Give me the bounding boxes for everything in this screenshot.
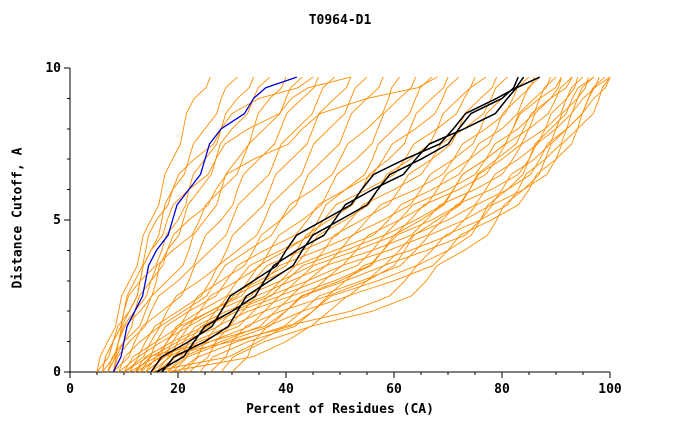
- curve-predicted-models-orange: [156, 76, 541, 373]
- curve-predicted-models-orange: [161, 76, 552, 373]
- curve-predicted-models-orange: [188, 76, 595, 373]
- x-tick-label: 80: [494, 382, 510, 397]
- x-tick-label: 40: [278, 382, 294, 397]
- x-tick-label: 0: [66, 382, 74, 397]
- y-tick-label: 5: [53, 213, 61, 228]
- y-axis-label: Distance Cutoff, A: [10, 147, 26, 289]
- curve-predicted-models-orange: [107, 76, 287, 373]
- curve-predicted-models-orange: [150, 76, 530, 373]
- curve-predicted-models-orange: [145, 76, 498, 373]
- curve-predicted-models-orange: [123, 76, 384, 373]
- curve-predicted-models-orange: [139, 76, 487, 373]
- x-tick-label: 60: [386, 382, 402, 397]
- curve-predicted-models-orange: [166, 76, 562, 373]
- y-tick-label: 10: [45, 61, 61, 76]
- curve-highlighted-model-blue: [112, 76, 298, 373]
- curve-predicted-models-orange: [118, 76, 368, 373]
- curve-predicted-models-orange: [112, 76, 438, 373]
- curve-predicted-models-orange: [101, 76, 314, 373]
- curve-predicted-models-orange: [161, 76, 557, 373]
- curve-highlighted-models-black: [161, 76, 519, 373]
- curve-predicted-models-orange: [134, 76, 460, 373]
- curve-predicted-models-orange: [167, 76, 611, 373]
- curve-predicted-models-orange: [166, 76, 573, 373]
- x-tick-label: 20: [170, 382, 186, 397]
- curve-predicted-models-orange: [220, 76, 611, 373]
- curve-predicted-models-orange: [129, 76, 433, 373]
- x-axis-label: Percent of Residues (CA): [246, 402, 434, 417]
- curve-predicted-models-orange: [177, 76, 584, 373]
- curve-predicted-models-orange: [107, 76, 351, 373]
- curve-predicted-models-orange: [172, 76, 579, 373]
- chart-title: T0964-D1: [308, 13, 372, 28]
- curve-predicted-models-orange: [112, 76, 335, 373]
- curve-predicted-models-orange: [123, 76, 400, 373]
- y-tick-label: 0: [53, 365, 61, 380]
- curve-highlighted-models-black: [156, 76, 541, 373]
- curve-predicted-models-orange: [150, 76, 595, 373]
- curve-predicted-models-orange: [107, 76, 303, 373]
- curve-predicted-models-orange: [134, 76, 449, 373]
- curve-predicted-models-orange: [210, 76, 605, 373]
- curve-predicted-models-orange: [134, 76, 573, 373]
- x-tick-label: 100: [598, 382, 622, 397]
- curve-predicted-models-orange: [145, 76, 508, 373]
- curve-predicted-models-orange: [123, 76, 562, 373]
- curve-predicted-models-orange: [96, 76, 211, 373]
- curve-predicted-models-orange: [112, 76, 319, 373]
